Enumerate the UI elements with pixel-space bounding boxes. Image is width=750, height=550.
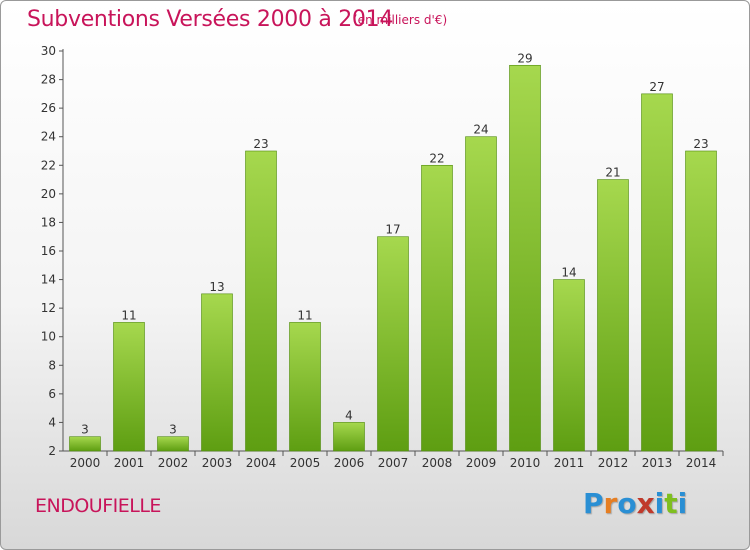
x-tick-label: 2010 bbox=[510, 456, 541, 470]
bar bbox=[421, 164, 453, 452]
y-tick-label: 2 bbox=[48, 444, 56, 458]
x-tick-label: 2002 bbox=[158, 456, 189, 470]
y-tick-label: 20 bbox=[41, 187, 56, 201]
proxiti-logo: Proxiti bbox=[583, 487, 687, 520]
bar bbox=[157, 436, 189, 452]
bar-value-label: 22 bbox=[429, 151, 444, 165]
bar bbox=[245, 150, 277, 452]
x-tick-label: 2009 bbox=[466, 456, 497, 470]
bar bbox=[289, 322, 321, 452]
commune-name: ENDOUFIELLE bbox=[35, 495, 161, 517]
logo-letter: t bbox=[664, 487, 678, 520]
y-tick-label: 16 bbox=[41, 244, 56, 258]
bar bbox=[597, 179, 629, 452]
y-tick-label: 6 bbox=[48, 387, 56, 401]
bar bbox=[377, 236, 409, 452]
logo-letter: P bbox=[583, 487, 604, 520]
y-tick-label: 30 bbox=[41, 44, 56, 58]
bar bbox=[641, 93, 673, 452]
bar-value-label: 3 bbox=[81, 423, 89, 437]
bar bbox=[113, 322, 145, 452]
x-tick-label: 2003 bbox=[202, 456, 233, 470]
y-tick-label: 14 bbox=[41, 273, 56, 287]
x-tick-label: 2001 bbox=[114, 456, 145, 470]
x-tick-label: 2012 bbox=[598, 456, 629, 470]
y-tick-label: 28 bbox=[41, 73, 56, 87]
chart-subtitle: (en milliers d'€) bbox=[353, 13, 448, 27]
bar-value-label: 17 bbox=[385, 223, 400, 237]
bar-value-label: 23 bbox=[253, 137, 268, 151]
y-tick-label: 10 bbox=[41, 330, 56, 344]
bar-value-label: 3 bbox=[169, 423, 177, 437]
y-tick-label: 22 bbox=[41, 158, 56, 172]
bar bbox=[333, 422, 365, 452]
x-tick-label: 2008 bbox=[422, 456, 453, 470]
logo-letter: r bbox=[603, 487, 618, 520]
bar bbox=[69, 436, 101, 452]
y-tick-label: 8 bbox=[48, 358, 56, 372]
bar bbox=[553, 279, 585, 452]
bar bbox=[465, 136, 497, 452]
bar-value-label: 21 bbox=[605, 166, 620, 180]
x-tick-label: 2000 bbox=[70, 456, 101, 470]
x-tick-label: 2014 bbox=[686, 456, 717, 470]
bar-value-label: 27 bbox=[649, 80, 664, 94]
x-tick-label: 2006 bbox=[334, 456, 365, 470]
bar bbox=[509, 64, 541, 452]
bar-value-label: 11 bbox=[121, 308, 136, 322]
y-tick-label: 18 bbox=[41, 215, 56, 229]
bar-value-label: 13 bbox=[209, 280, 224, 294]
bar-value-label: 11 bbox=[297, 308, 312, 322]
x-tick-label: 2004 bbox=[246, 456, 277, 470]
bar bbox=[685, 150, 717, 452]
bar-value-label: 23 bbox=[693, 137, 708, 151]
y-tick-label: 4 bbox=[48, 415, 56, 429]
y-tick-label: 12 bbox=[41, 301, 56, 315]
bar-value-label: 29 bbox=[517, 51, 532, 65]
x-tick-label: 2005 bbox=[290, 456, 321, 470]
x-tick-label: 2013 bbox=[642, 456, 673, 470]
bar-value-label: 24 bbox=[473, 123, 488, 137]
logo-letter: i bbox=[654, 487, 665, 520]
bar-value-label: 4 bbox=[345, 408, 353, 422]
bar-value-label: 14 bbox=[561, 266, 576, 280]
y-tick-label: 26 bbox=[41, 101, 56, 115]
logo-letter: i bbox=[677, 487, 688, 520]
x-tick-label: 2007 bbox=[378, 456, 409, 470]
y-tick-label: 24 bbox=[41, 130, 56, 144]
x-tick-label: 2011 bbox=[554, 456, 585, 470]
logo-letter: o bbox=[617, 487, 637, 520]
logo-letter: x bbox=[636, 487, 655, 520]
chart-title: Subventions Versées 2000 à 2014 bbox=[27, 7, 394, 32]
bar bbox=[201, 293, 233, 452]
